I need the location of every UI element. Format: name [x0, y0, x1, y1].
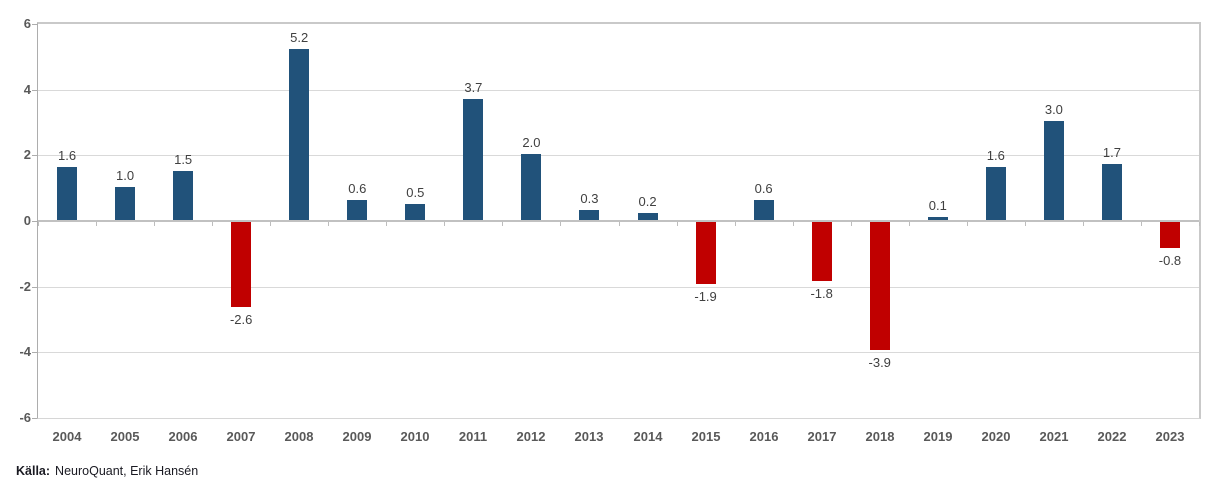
gridline [38, 352, 1199, 354]
bar-value-label: -3.9 [868, 355, 891, 370]
bar [1044, 121, 1064, 220]
category-tick [967, 222, 968, 226]
category-tick [154, 222, 155, 226]
x-axis-tick-label: 2015 [691, 429, 721, 444]
bar [986, 167, 1006, 220]
x-axis-tick-label: 2018 [865, 429, 895, 444]
y-axis-tick-label: -6 [19, 410, 31, 425]
x-axis-tick-label: 2006 [168, 429, 198, 444]
bar-value-label: 1.5 [174, 152, 193, 167]
bar-value-label: 0.5 [406, 185, 425, 200]
x-axis-tick-label: 2007 [226, 429, 256, 444]
category-tick [386, 222, 387, 226]
bar-value-label: 1.0 [116, 168, 135, 183]
y-axis-tick-label: 4 [23, 82, 31, 97]
bar-value-label: 0.1 [928, 198, 947, 213]
x-axis-tick-label: 2023 [1155, 429, 1185, 444]
category-tick [270, 222, 271, 226]
category-tick [38, 222, 39, 226]
category-tick [1083, 222, 1084, 226]
bar-value-label: 2.0 [522, 135, 541, 150]
bar [812, 222, 832, 281]
bar [1160, 222, 1180, 248]
source-text: NeuroQuant, Erik Hansén [55, 464, 199, 478]
bar-value-label: -0.8 [1158, 253, 1182, 268]
category-tick [96, 222, 97, 226]
bar-value-label: 1.7 [1102, 145, 1121, 160]
y-axis-tick-label: 0 [23, 213, 31, 228]
bar [928, 217, 948, 220]
zero-axis-line [38, 220, 1199, 222]
bar-value-label: 0.6 [754, 181, 773, 196]
x-axis-tick-label: 2017 [807, 429, 837, 444]
bar [521, 154, 541, 220]
gridline [38, 155, 1199, 157]
bar-value-label: -1.9 [694, 289, 717, 304]
category-tick [735, 222, 736, 226]
category-tick [212, 222, 213, 226]
category-tick [502, 222, 503, 226]
x-axis-tick-label: 2022 [1097, 429, 1127, 444]
bar [463, 99, 483, 220]
bar-value-label: 1.6 [986, 148, 1005, 163]
category-tick [793, 222, 794, 226]
category-tick [1141, 222, 1142, 226]
bar [870, 222, 890, 350]
bar [638, 213, 658, 220]
category-tick [909, 222, 910, 226]
bar [57, 167, 77, 220]
category-tick [444, 222, 445, 226]
category-tick [677, 222, 678, 226]
bar [579, 210, 599, 220]
bar-value-label: 3.7 [464, 80, 483, 95]
bar-value-label: -1.8 [810, 286, 833, 301]
source-note: Källa: NeuroQuant, Erik Hansén [16, 463, 198, 479]
y-axis-tick-label: -2 [19, 279, 31, 294]
category-tick [851, 222, 852, 226]
bar [1102, 164, 1122, 220]
category-tick [1025, 222, 1026, 226]
bar [405, 204, 425, 220]
bar-value-label: 0.2 [638, 194, 657, 209]
bar-value-label: 0.3 [580, 191, 599, 206]
category-tick [619, 222, 620, 226]
x-axis-tick-label: 2011 [458, 429, 488, 444]
y-axis-tick-label: 2 [23, 147, 31, 162]
category-tick [328, 222, 329, 226]
x-axis-tick-label: 2010 [400, 429, 430, 444]
x-axis-tick-label: 2013 [574, 429, 604, 444]
bar [231, 222, 251, 307]
x-axis-tick-label: 2014 [633, 429, 663, 444]
bar-value-label: -2.6 [229, 312, 253, 327]
x-axis-tick-label: 2019 [923, 429, 953, 444]
source-label: Källa: [16, 464, 51, 478]
bar-value-label: 5.2 [290, 30, 309, 45]
bar [289, 49, 309, 220]
x-axis-tick-label: 2009 [342, 429, 372, 444]
bar [754, 200, 774, 220]
x-axis-tick-label: 2005 [110, 429, 140, 444]
x-axis-tick-label: 2012 [516, 429, 546, 444]
x-axis-tick-label: 2008 [284, 429, 314, 444]
y-axis-tick-label: -4 [19, 344, 31, 359]
category-tick [1199, 222, 1200, 226]
bar-value-label: 1.6 [57, 148, 77, 163]
y-axis-tick-label: 6 [23, 16, 31, 31]
gridline [38, 89, 1199, 91]
bar [696, 222, 716, 284]
bar-value-label: 3.0 [1044, 102, 1063, 117]
plot-area: 1.6 1.0 1.5 -2.6 5.2 0.6 0.5 3.7 2.0 0.3 0.2 -1.9 0.… [37, 22, 1201, 419]
bar [115, 187, 135, 220]
x-axis-tick-label: 2004 [52, 429, 82, 444]
bar-value-label: 0.6 [348, 181, 367, 196]
x-axis-tick-label: 2016 [749, 429, 779, 444]
category-tick [560, 222, 561, 226]
x-axis-tick-label: 2020 [981, 429, 1011, 444]
gridline [38, 286, 1199, 288]
bar [347, 200, 367, 220]
x-axis-tick-label: 2021 [1039, 429, 1069, 444]
bar [173, 171, 193, 220]
